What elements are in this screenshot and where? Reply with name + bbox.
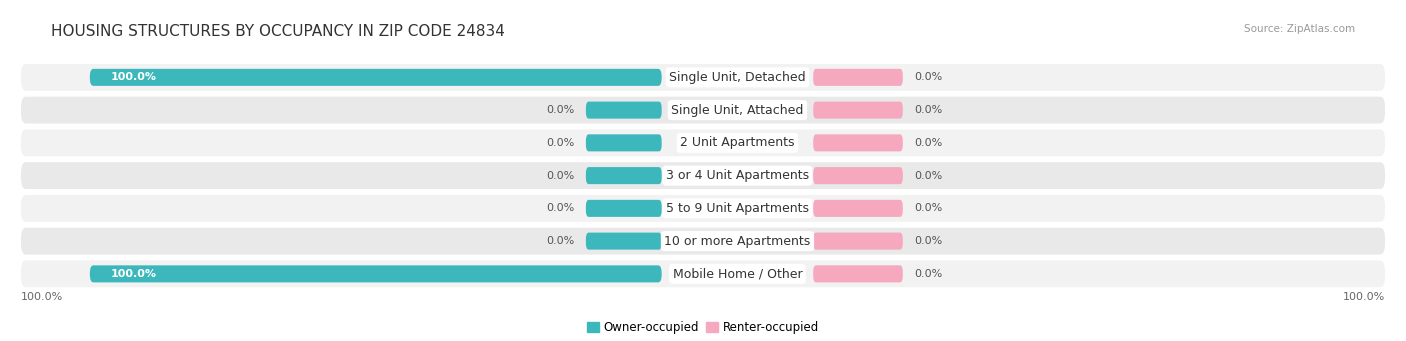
FancyBboxPatch shape	[21, 228, 1385, 254]
FancyBboxPatch shape	[21, 64, 1385, 91]
FancyBboxPatch shape	[90, 265, 662, 282]
FancyBboxPatch shape	[813, 134, 903, 151]
FancyBboxPatch shape	[813, 102, 903, 119]
Text: 0.0%: 0.0%	[547, 105, 575, 115]
Text: 3 or 4 Unit Apartments: 3 or 4 Unit Apartments	[666, 169, 808, 182]
FancyBboxPatch shape	[813, 69, 903, 86]
Text: 0.0%: 0.0%	[547, 138, 575, 148]
FancyBboxPatch shape	[90, 69, 662, 86]
Legend: Owner-occupied, Renter-occupied: Owner-occupied, Renter-occupied	[582, 316, 824, 339]
Text: 2 Unit Apartments: 2 Unit Apartments	[681, 136, 794, 149]
Text: 100.0%: 100.0%	[111, 269, 156, 279]
FancyBboxPatch shape	[813, 265, 903, 282]
Text: 0.0%: 0.0%	[914, 105, 942, 115]
FancyBboxPatch shape	[586, 167, 662, 184]
Text: 0.0%: 0.0%	[914, 72, 942, 83]
Text: 0.0%: 0.0%	[914, 269, 942, 279]
FancyBboxPatch shape	[813, 167, 903, 184]
FancyBboxPatch shape	[586, 200, 662, 217]
Text: 10 or more Apartments: 10 or more Apartments	[664, 235, 811, 248]
Text: Mobile Home / Other: Mobile Home / Other	[672, 267, 803, 280]
Text: 0.0%: 0.0%	[547, 170, 575, 181]
FancyBboxPatch shape	[21, 97, 1385, 123]
Text: 0.0%: 0.0%	[914, 203, 942, 213]
Text: 100.0%: 100.0%	[1343, 293, 1385, 302]
Text: 100.0%: 100.0%	[111, 72, 156, 83]
FancyBboxPatch shape	[813, 233, 903, 250]
Text: Single Unit, Detached: Single Unit, Detached	[669, 71, 806, 84]
FancyBboxPatch shape	[21, 261, 1385, 287]
Text: HOUSING STRUCTURES BY OCCUPANCY IN ZIP CODE 24834: HOUSING STRUCTURES BY OCCUPANCY IN ZIP C…	[51, 24, 505, 39]
FancyBboxPatch shape	[586, 233, 662, 250]
FancyBboxPatch shape	[21, 162, 1385, 189]
Text: 0.0%: 0.0%	[547, 236, 575, 246]
Text: 0.0%: 0.0%	[914, 138, 942, 148]
Text: 0.0%: 0.0%	[914, 170, 942, 181]
Text: 5 to 9 Unit Apartments: 5 to 9 Unit Apartments	[666, 202, 808, 215]
Text: 100.0%: 100.0%	[21, 293, 63, 302]
Text: 0.0%: 0.0%	[547, 203, 575, 213]
FancyBboxPatch shape	[21, 130, 1385, 156]
Text: 0.0%: 0.0%	[914, 236, 942, 246]
FancyBboxPatch shape	[21, 195, 1385, 222]
Text: Single Unit, Attached: Single Unit, Attached	[671, 104, 804, 117]
FancyBboxPatch shape	[586, 134, 662, 151]
FancyBboxPatch shape	[586, 102, 662, 119]
FancyBboxPatch shape	[813, 200, 903, 217]
Text: Source: ZipAtlas.com: Source: ZipAtlas.com	[1244, 24, 1355, 34]
